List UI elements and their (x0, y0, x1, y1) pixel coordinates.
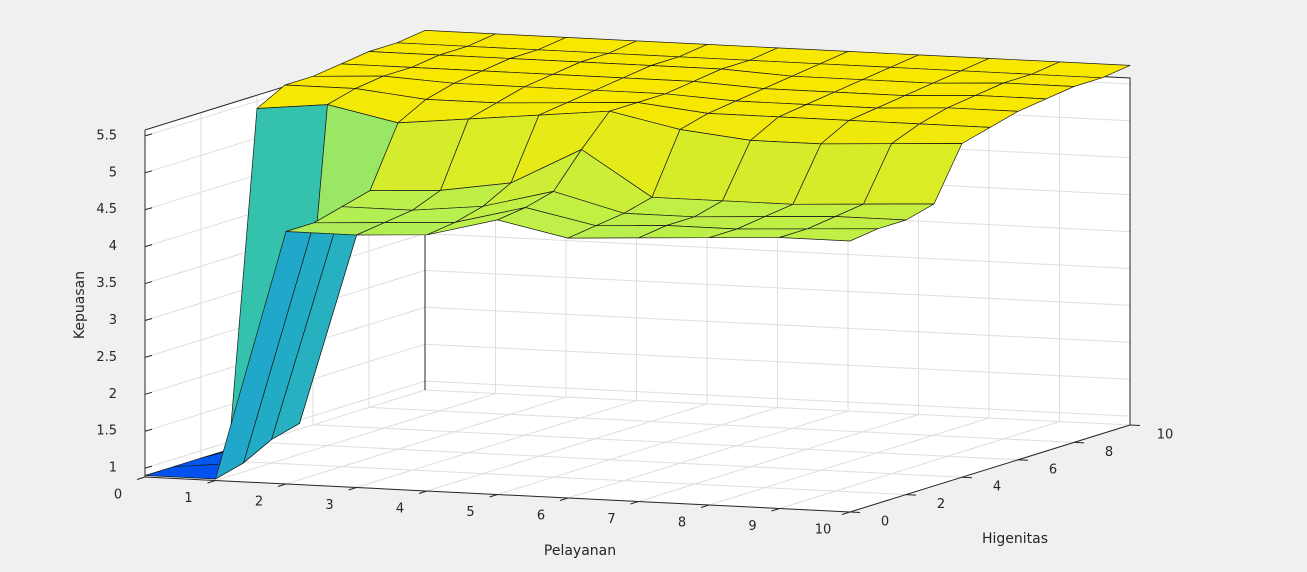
x-tick-label: 9 (748, 519, 756, 534)
x-tick-label: 5 (466, 505, 474, 520)
y-tick-label: 8 (1105, 445, 1113, 460)
z-axis-label: Kepuasan (72, 271, 88, 339)
x-tick (841, 511, 851, 515)
x-tick (207, 480, 216, 484)
y-tick-label: 2 (937, 497, 945, 512)
z-tick-label: 4 (109, 239, 117, 254)
z-tick-label: 1.5 (96, 424, 117, 439)
x-tick (771, 508, 780, 512)
z-tick (144, 207, 153, 211)
z-tick-label: 2.5 (96, 350, 117, 365)
z-tick (144, 428, 153, 432)
y-tick (1073, 441, 1085, 444)
z-tick-label: 1 (109, 461, 117, 476)
x-tick-label: 10 (815, 523, 832, 538)
z-tick-label: 3 (109, 313, 117, 328)
y-tick (849, 511, 861, 513)
x-tick-label: 7 (607, 512, 615, 527)
x-tick-label: 6 (537, 509, 545, 524)
y-tick (905, 494, 917, 496)
x-tick-label: 3 (325, 498, 333, 513)
x-axis-label: Pelayanan (544, 543, 616, 559)
x-tick-label: 4 (396, 502, 404, 517)
z-tick (144, 281, 153, 285)
z-tick-label: 5.5 (96, 128, 117, 143)
x-tick-label: 8 (678, 516, 686, 531)
z-tick (144, 465, 153, 469)
x-tick (700, 504, 710, 508)
x-tick (348, 487, 357, 491)
z-tick (144, 354, 153, 358)
z-tick (144, 391, 153, 395)
y-axis-line (849, 424, 1131, 513)
x-tick (418, 490, 428, 494)
y-axis-label: Higenitas (982, 531, 1048, 547)
y-tick (961, 476, 973, 479)
x-tick-label: 1 (184, 491, 192, 506)
z-tick-label: 4.5 (96, 202, 117, 217)
surface-face (779, 228, 879, 242)
y-tick-label: 4 (993, 480, 1001, 495)
y-tick (1017, 459, 1029, 461)
x-tick (559, 497, 569, 501)
x-tick (489, 494, 498, 498)
z-tick (144, 170, 153, 174)
z-tick-label: 5 (109, 165, 117, 180)
z-tick (144, 244, 153, 248)
x-tick (277, 483, 287, 487)
y-tick (1129, 424, 1141, 426)
x-tick (136, 476, 146, 480)
x-tick-label: 2 (255, 495, 263, 510)
y-tick-label: 10 (1157, 428, 1174, 443)
y-tick-label: 6 (1049, 462, 1057, 477)
z-tick (144, 133, 153, 137)
z-tick-label: 2 (109, 387, 117, 402)
y-tick-label: 0 (881, 515, 889, 530)
z-tick-label: 3.5 (96, 276, 117, 291)
x-tick (630, 501, 639, 505)
z-tick (144, 318, 153, 321)
x-tick-label: 0 (114, 488, 122, 503)
